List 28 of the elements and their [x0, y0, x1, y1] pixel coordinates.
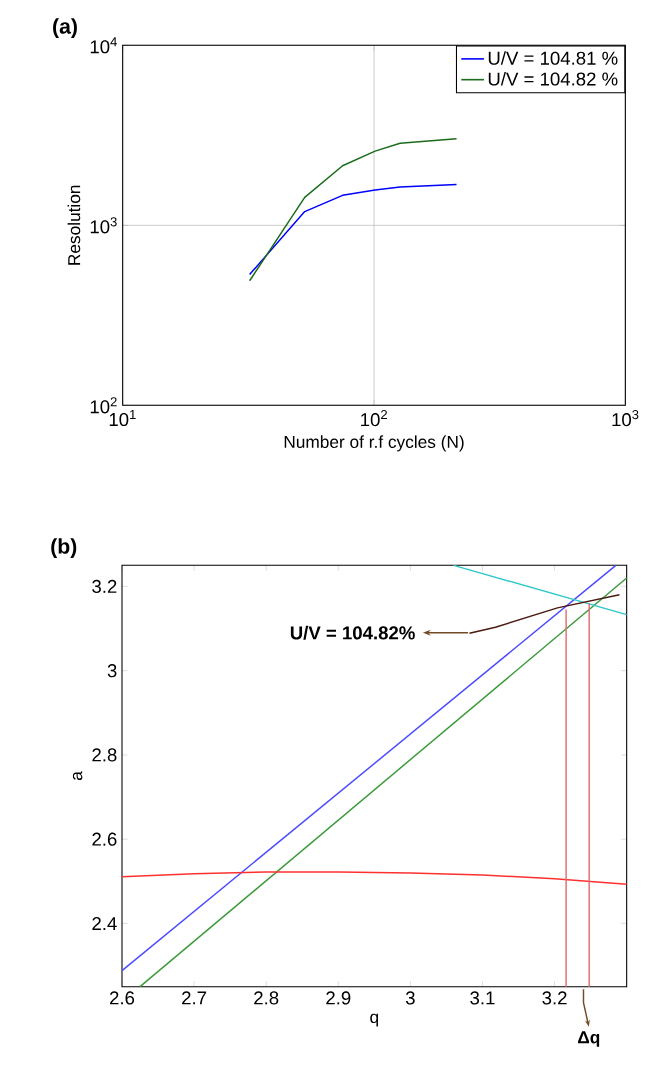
y-tick-label: 2.4	[92, 916, 117, 930]
y-tick-label: 3.2	[92, 579, 117, 593]
y-tick-label: 10$^{4}$	[90, 37, 117, 54]
legend-label: U/V = 104.82 %	[488, 71, 618, 86]
chart-title: (a)	[53, 18, 77, 38]
x-tick-label: 3.1	[470, 991, 495, 1005]
y-tick-label: 10$^{3}$	[90, 217, 117, 234]
annotation: U/V = 104.82%	[290, 625, 415, 640]
y-axis-title: Resolution	[67, 185, 81, 265]
y-tick-label: 3	[107, 664, 117, 678]
x-tick-label: 2.7	[182, 991, 207, 1005]
x-axis-title: Number of r.f cycles (N)	[284, 435, 464, 452]
x-axis-title: q	[370, 1013, 379, 1027]
y-axis-title: a	[72, 771, 83, 781]
text: Δq	[578, 1031, 600, 1047]
x-tick-label: 2.9	[326, 991, 351, 1005]
x-tick-label: 2.8	[254, 991, 279, 1005]
x-tick-label: 10$^{3}$	[612, 410, 639, 427]
legend-label: U/V = 104.81 %	[488, 51, 618, 65]
x-tick-label: 3	[405, 991, 415, 1005]
x-tick-label: 3.2	[542, 991, 567, 1005]
line-series	[468, 594, 621, 634]
x-tick-label: 10$^{2}$	[361, 410, 387, 427]
x-tick-label: 2.6	[110, 991, 135, 1005]
y-tick-label: 2.6	[92, 832, 117, 846]
line-series	[121, 871, 628, 886]
chart-title: (b)	[51, 538, 77, 558]
y-tick-label: 2.8	[92, 748, 117, 762]
